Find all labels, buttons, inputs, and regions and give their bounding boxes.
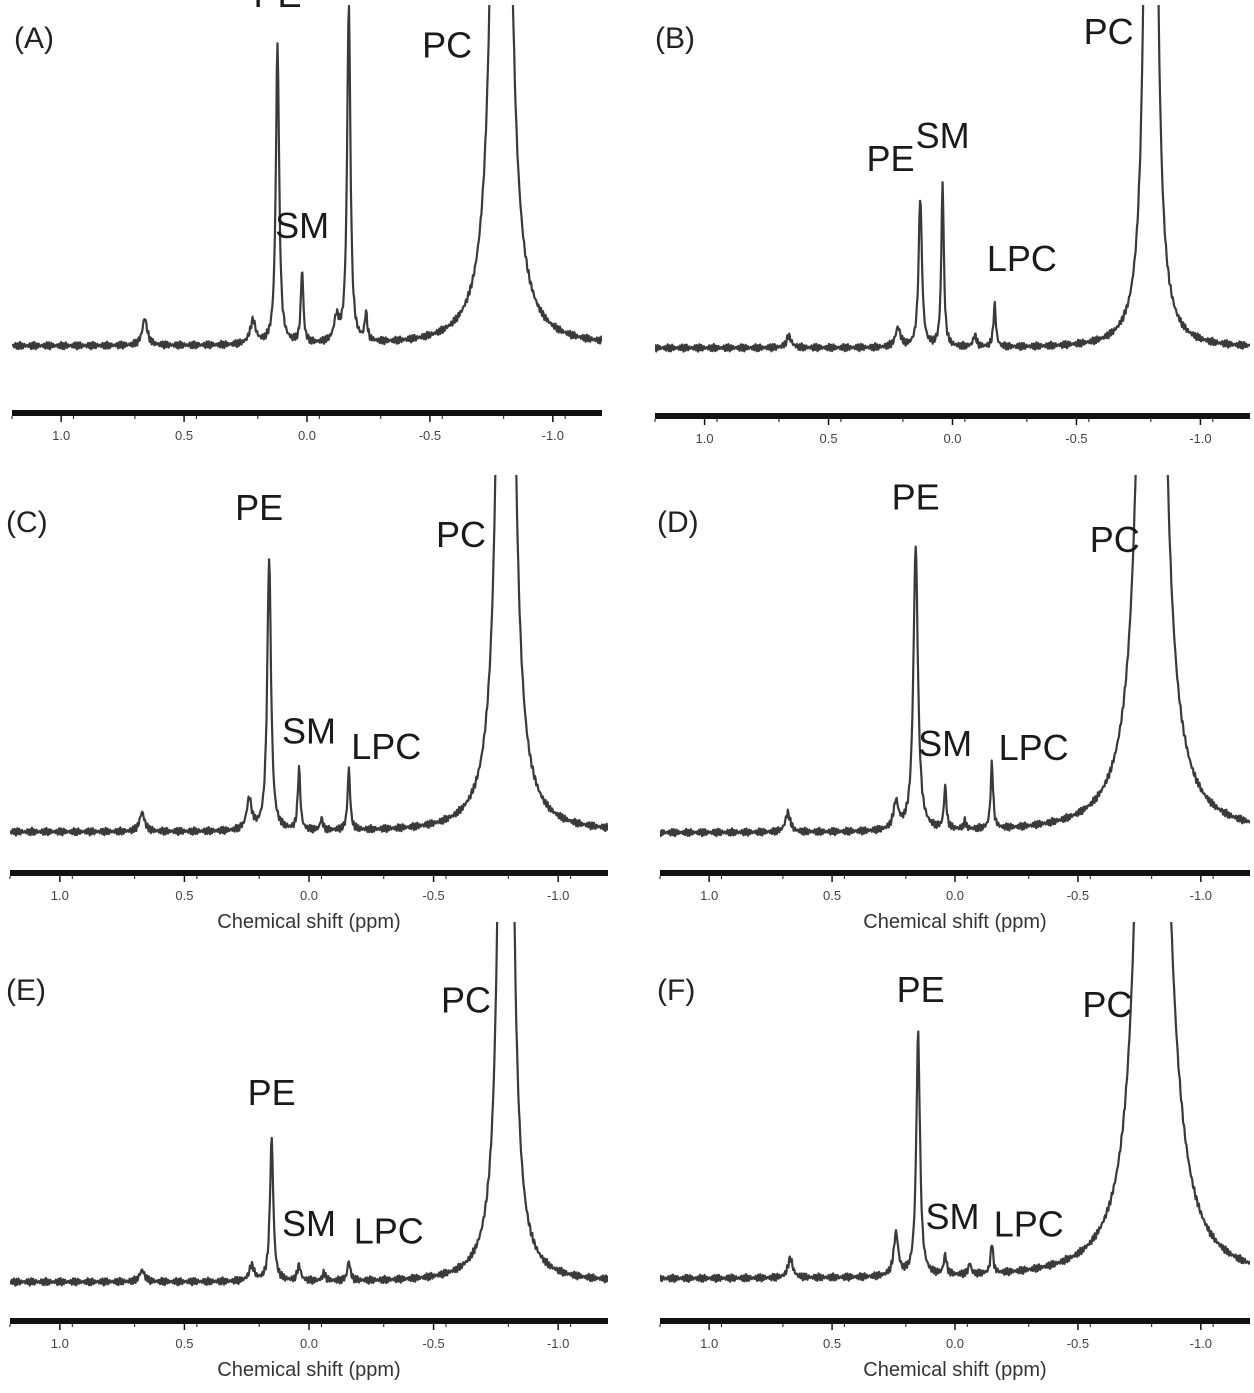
panel-label: (F): [657, 974, 695, 1007]
spectrum-trace-group: [655, 5, 1250, 353]
panel-label: (A): [14, 22, 54, 55]
x-tick-label: -1.0: [1189, 431, 1211, 446]
peak-label: PC: [1082, 984, 1132, 1025]
peak-label: LPC: [354, 1211, 424, 1252]
spectrum-trace-group: [10, 475, 608, 837]
x-tick-label: 0.0: [300, 1336, 318, 1351]
x-tick-label: -0.5: [1065, 431, 1087, 446]
spectrum-panel-e: (E) PE SM LPC PC 1.0 0.5 0.0 -0.5 -1.0 Chemical sh…: [6, 922, 608, 1381]
peak-label: SM: [926, 1196, 980, 1237]
spectrum-trace: [660, 475, 1250, 838]
peak-label: PC: [436, 514, 486, 555]
x-tick-label: 0.0: [946, 888, 964, 903]
peak-label: PE: [235, 487, 283, 528]
peak-label: LPC: [987, 238, 1057, 279]
x-tick-label: 1.0: [700, 888, 718, 903]
x-tick-label: -0.5: [422, 1336, 444, 1351]
x-tick-label: 0.0: [298, 428, 316, 443]
x-tick-label: -1.0: [542, 428, 564, 443]
x-tick-label: 0.5: [175, 888, 193, 903]
x-tick-label: -0.5: [419, 428, 441, 443]
x-tick-label: 0.5: [175, 428, 193, 443]
peak-label: LPC: [994, 1204, 1064, 1245]
x-tick-label: 0.0: [943, 431, 961, 446]
peak-label: SM: [275, 205, 329, 246]
spectrum-trace: [655, 5, 1250, 353]
x-axis-bar: [12, 410, 602, 416]
panel-label: (B): [655, 22, 695, 55]
x-tick-label: 1.0: [52, 428, 70, 443]
x-tick-label: -1.0: [547, 888, 569, 903]
peak-label: SM: [918, 723, 972, 764]
spectrum-trace: [12, 5, 602, 351]
x-axis-bar: [10, 870, 608, 876]
x-axis-title: Chemical shift (ppm): [863, 1359, 1046, 1381]
spectrum-trace: [10, 922, 608, 1287]
panel-label: (C): [6, 506, 48, 539]
x-tick-label: -0.5: [422, 888, 444, 903]
x-tick-label: 0.5: [175, 1336, 193, 1351]
peak-label: PE: [253, 0, 301, 15]
spectrum-trace-group: [12, 5, 602, 351]
spectrum-trace-group: [660, 922, 1250, 1283]
spectrum-trace-group: [660, 475, 1250, 838]
x-tick-label: -0.5: [1067, 888, 1089, 903]
x-axis-bar: [660, 1318, 1250, 1324]
x-tick-label: 0.0: [300, 888, 318, 903]
spectrum-trace: [10, 475, 608, 837]
x-tick-label: 1.0: [700, 1336, 718, 1351]
spectrum-trace: [660, 922, 1250, 1283]
x-tick-label: -1.0: [1190, 888, 1212, 903]
peak-label: PE: [867, 138, 915, 179]
panel-label: (E): [6, 974, 46, 1007]
spectrum-panel-f: (F) PE SM LPC PC 1.0 0.5 0.0 -0.5 -1.0 Chemical sh…: [657, 922, 1250, 1381]
x-tick-label: -1.0: [547, 1336, 569, 1351]
spectrum-panel-d: (D) PE SM LPC PC 1.0 0.5 0.0 -0.5 -1.0 Chemical sh…: [657, 475, 1250, 933]
peak-label: SM: [916, 115, 970, 156]
panel-label: (D): [657, 506, 699, 539]
x-axis-bar: [660, 870, 1250, 876]
peak-label: PE: [892, 477, 940, 518]
x-axis-title: Chemical shift (ppm): [217, 1359, 400, 1381]
x-axis-bar: [655, 413, 1250, 419]
x-tick-label: 0.0: [946, 1336, 964, 1351]
peak-label: SM: [282, 710, 336, 751]
x-tick-label: 0.5: [820, 431, 838, 446]
x-axis-title: Chemical shift (ppm): [863, 911, 1046, 933]
x-tick-label: 1.0: [51, 888, 69, 903]
peak-label: LPC: [351, 726, 421, 767]
x-tick-label: 0.5: [823, 888, 841, 903]
peak-label: PE: [897, 969, 945, 1010]
peak-label: PC: [441, 980, 491, 1021]
x-tick-label: -0.5: [1067, 1336, 1089, 1351]
x-tick-label: 1.0: [696, 431, 714, 446]
x-tick-label: 1.0: [51, 1336, 69, 1351]
peak-label: PE: [248, 1072, 296, 1113]
x-axis-title: Chemical shift (ppm): [217, 911, 400, 933]
peak-label: PC: [1090, 519, 1140, 560]
x-tick-label: -1.0: [1190, 1336, 1212, 1351]
peak-label: SM: [282, 1203, 336, 1244]
x-axis-bar: [10, 1318, 608, 1324]
peak-label: LPC: [999, 727, 1069, 768]
peak-label: PC: [1084, 11, 1134, 52]
spectrum-trace-group: [10, 922, 608, 1287]
peak-label: PC: [422, 24, 472, 65]
spectrum-panel-c: (C) PE SM LPC PC 1.0 0.5 0.0 -0.5 -1.0 Chemical sh…: [6, 475, 608, 933]
x-tick-label: 0.5: [823, 1336, 841, 1351]
